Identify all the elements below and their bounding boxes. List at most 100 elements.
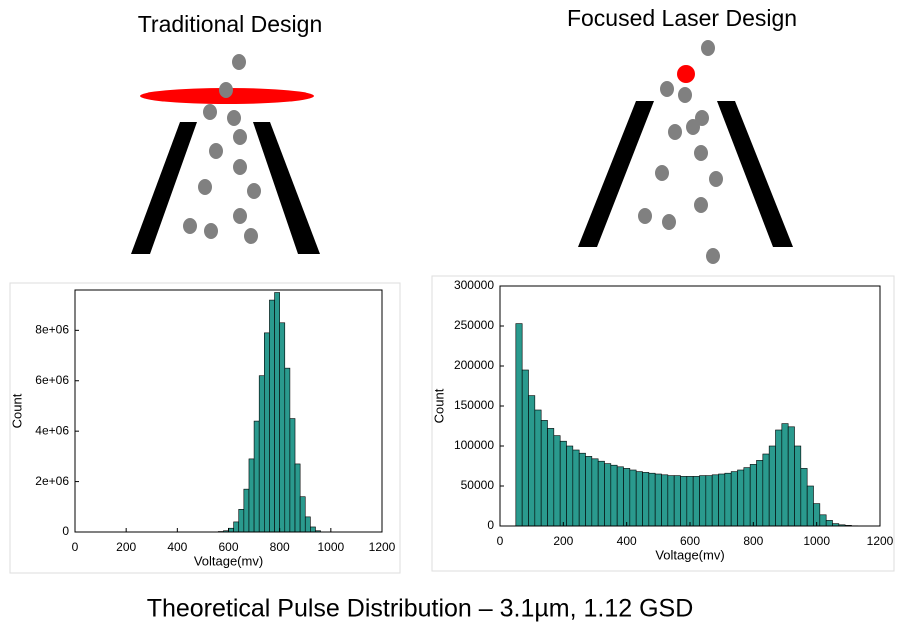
bar (706, 476, 712, 526)
slide: Traditional Design Focused Laser Design … (0, 0, 898, 632)
bar (535, 410, 541, 526)
y-tick-label: 250000 (454, 318, 494, 332)
bar (725, 473, 731, 526)
x-tick-label: 1200 (867, 534, 894, 548)
bar (744, 468, 750, 526)
bar (782, 424, 788, 526)
bar (820, 515, 826, 526)
x-tick-label: 600 (218, 540, 238, 554)
focused-diagram (578, 40, 793, 264)
bar (249, 459, 254, 532)
bar (541, 420, 547, 526)
bar (567, 446, 573, 526)
y-tick-label: 300000 (454, 278, 494, 292)
bar (681, 476, 687, 526)
x-tick-label: 200 (553, 534, 573, 548)
x-tick-label: 0 (72, 540, 79, 554)
caption: Theoretical Pulse Distribution – 3.1µm, … (147, 595, 694, 623)
bar (295, 464, 300, 532)
bar (674, 476, 680, 526)
bar (769, 446, 775, 526)
bar (636, 472, 642, 526)
y-tick-label: 4e+06 (35, 423, 69, 437)
diagram-title: Traditional Design (138, 11, 323, 37)
bar (516, 324, 522, 526)
bar (290, 419, 295, 532)
bar (605, 464, 611, 526)
bar (649, 473, 655, 526)
bar (750, 464, 756, 526)
bar (269, 300, 274, 532)
bar (586, 456, 592, 526)
bar (275, 293, 280, 532)
x-tick-label: 200 (116, 540, 136, 554)
bar (757, 460, 763, 526)
x-axis-label: Voltage(mv) (194, 553, 263, 568)
bar (738, 470, 744, 526)
y-tick-label: 50000 (461, 478, 495, 492)
bar (643, 472, 649, 526)
x-tick-label: 400 (617, 534, 637, 548)
bar (700, 476, 706, 526)
bar (529, 396, 535, 526)
x-axis-label: Voltage(mv) (655, 547, 724, 562)
bar (229, 528, 234, 532)
bar (801, 468, 807, 526)
bar (554, 436, 560, 526)
bar (763, 454, 769, 526)
y-tick-label: 200000 (454, 358, 494, 372)
bar (617, 467, 623, 526)
y-tick-label: 150000 (454, 398, 494, 412)
bar (239, 509, 244, 532)
bar (624, 468, 630, 526)
y-tick-label: 0 (62, 524, 69, 538)
y-tick-label: 2e+06 (35, 474, 69, 488)
bar (826, 520, 832, 526)
bar (795, 446, 801, 526)
x-tick-label: 1000 (803, 534, 830, 548)
x-tick-label: 1200 (369, 540, 396, 554)
y-axis-label: Count (9, 393, 24, 428)
chart-frame (432, 276, 894, 571)
x-tick-label: 400 (167, 540, 187, 554)
bar (305, 517, 310, 532)
bar (310, 527, 315, 532)
bar (285, 368, 290, 532)
bar (300, 497, 305, 532)
bar (712, 475, 718, 526)
diagram-title: Focused Laser Design (567, 5, 797, 31)
bar (598, 461, 604, 526)
bar (807, 486, 813, 526)
bar (611, 465, 617, 526)
bar (522, 370, 528, 526)
y-tick-label: 100000 (454, 438, 494, 452)
y-axis-label: Count (431, 388, 446, 423)
y-tick-label: 6e+06 (35, 373, 69, 387)
x-tick-label: 800 (270, 540, 290, 554)
bar (668, 476, 674, 526)
x-tick-label: 800 (743, 534, 763, 548)
bar (234, 522, 239, 532)
bar (592, 459, 598, 526)
traditional-diagram (131, 54, 320, 254)
bar (259, 376, 264, 532)
x-tick-label: 1000 (317, 540, 344, 554)
bar (264, 333, 269, 532)
bar (776, 430, 782, 526)
bar (244, 489, 249, 532)
bar (548, 428, 554, 526)
bar (687, 476, 693, 526)
bar (655, 474, 661, 526)
x-tick-label: 600 (680, 534, 700, 548)
bar (280, 323, 285, 532)
bar (579, 453, 585, 526)
bar (573, 450, 579, 526)
y-tick-label: 0 (487, 518, 494, 532)
bar (731, 472, 737, 526)
x-tick-label: 0 (497, 534, 504, 548)
bar (719, 474, 725, 526)
bar (788, 427, 794, 526)
histogram-chart: 0 200 400 600 800 1000 1200 0 50000 100000 150000 2… (431, 276, 894, 571)
bar (662, 475, 668, 526)
